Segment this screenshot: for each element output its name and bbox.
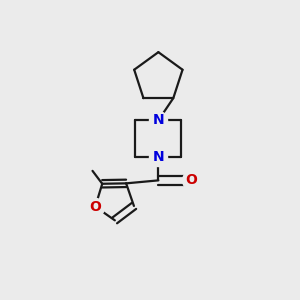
- Text: N: N: [153, 113, 164, 127]
- Text: O: O: [89, 200, 101, 214]
- Text: N: N: [153, 150, 164, 164]
- Text: O: O: [185, 173, 197, 188]
